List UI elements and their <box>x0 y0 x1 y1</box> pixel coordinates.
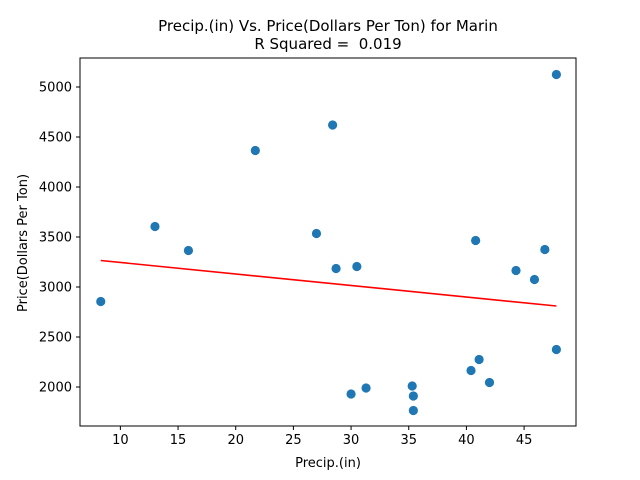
data-point <box>311 228 322 239</box>
chart-title-line1: Precip.(in) Vs. Price(Dollars Per Ton) f… <box>158 17 498 35</box>
data-point <box>361 383 371 393</box>
data-point <box>511 265 521 276</box>
y-tick-label: 4500 <box>39 131 72 146</box>
x-tick-label: 15 <box>170 433 187 448</box>
x-tick-label: 10 <box>112 433 129 448</box>
x-tick-label: 35 <box>400 433 417 448</box>
x-axis-title: Precip.(in) <box>295 456 361 471</box>
y-tick-label: 2000 <box>39 381 72 396</box>
data-point <box>408 405 418 416</box>
data-point <box>551 344 561 355</box>
data-point <box>529 274 540 285</box>
data-point <box>551 69 561 80</box>
data-point <box>474 354 484 365</box>
data-point <box>250 145 260 156</box>
data-point <box>407 381 417 391</box>
data-point <box>96 296 106 307</box>
data-point <box>352 261 362 272</box>
data-point <box>484 377 495 388</box>
data-point <box>540 244 550 255</box>
data-point <box>466 365 476 376</box>
data-point <box>331 263 341 274</box>
y-tick-label: 3000 <box>39 281 72 296</box>
x-tick-label: 45 <box>516 433 533 448</box>
x-tick-label: 20 <box>227 433 244 448</box>
y-tick-label: 4000 <box>39 181 72 196</box>
data-point <box>471 235 481 246</box>
y-tick-label: 5000 <box>39 81 72 96</box>
plot-area: 10 15 20 25 30 35 40 45 2000 2500 3000 3500 4000 4500… <box>39 57 577 448</box>
x-tick-label: 40 <box>458 433 475 448</box>
data-point <box>150 221 160 232</box>
axes-frame <box>79 57 577 427</box>
data-point <box>183 245 194 256</box>
regression-line <box>100 259 557 307</box>
x-tick-label: 25 <box>285 433 302 448</box>
data-point <box>346 389 356 399</box>
data-point <box>408 391 418 401</box>
y-tick-label: 3500 <box>39 231 72 246</box>
x-tick-label: 30 <box>343 433 360 448</box>
data-point <box>328 120 338 130</box>
y-axis-title: Price(Dollars Per Ton) <box>16 174 31 312</box>
chart-title-line2: R Squared = 0.019 <box>254 35 401 53</box>
y-tick-label: 2500 <box>39 331 72 346</box>
